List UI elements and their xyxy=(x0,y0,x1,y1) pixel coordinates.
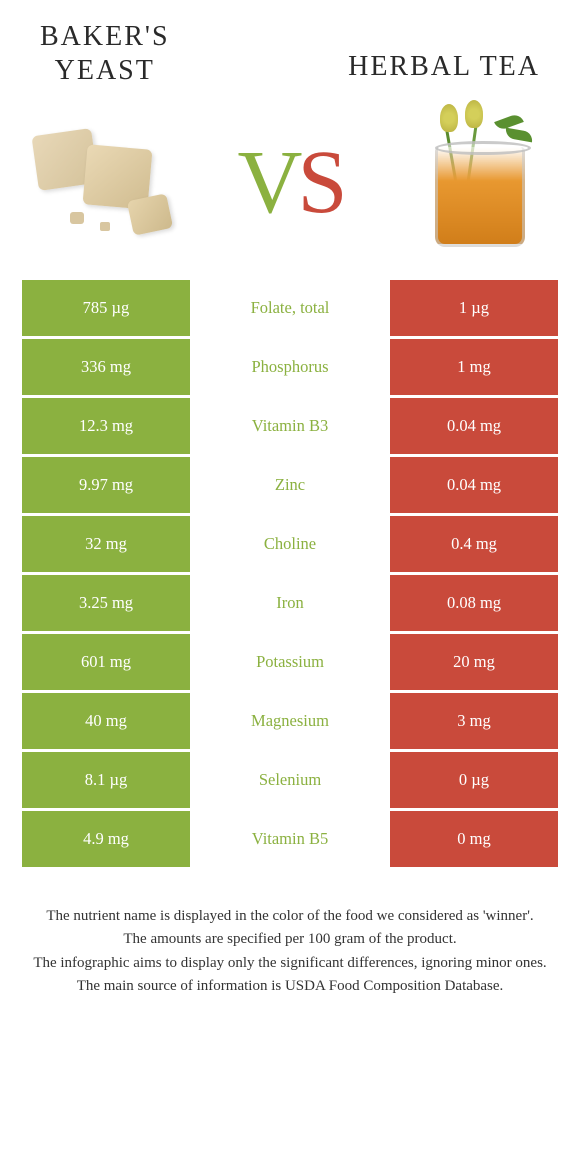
left-value: 4.9 mg xyxy=(22,811,190,867)
left-value: 336 mg xyxy=(22,339,190,395)
left-food-title: BAKER'S YEAST xyxy=(40,20,170,87)
vs-v: V xyxy=(237,133,297,232)
left-value: 12.3 mg xyxy=(22,398,190,454)
yeast-image xyxy=(30,112,190,252)
left-value: 32 mg xyxy=(22,516,190,572)
vs-label: VS xyxy=(237,131,342,234)
left-value: 8.1 µg xyxy=(22,752,190,808)
nutrient-label: Choline xyxy=(190,516,390,572)
vs-s: S xyxy=(297,133,342,232)
left-value: 40 mg xyxy=(22,693,190,749)
footer-notes: The nutrient name is displayed in the co… xyxy=(0,870,580,998)
right-value: 0.08 mg xyxy=(390,575,558,631)
table-row: 3.25 mgIron0.08 mg xyxy=(22,575,558,631)
right-value: 20 mg xyxy=(390,634,558,690)
right-value: 0.04 mg xyxy=(390,398,558,454)
table-row: 785 µgFolate, total1 µg xyxy=(22,280,558,336)
left-value: 9.97 mg xyxy=(22,457,190,513)
right-value: 0 mg xyxy=(390,811,558,867)
right-value: 0.04 mg xyxy=(390,457,558,513)
table-row: 4.9 mgVitamin B50 mg xyxy=(22,811,558,867)
table-row: 40 mgMagnesium3 mg xyxy=(22,693,558,749)
hero-row: VS xyxy=(0,97,580,272)
nutrient-label: Vitamin B5 xyxy=(190,811,390,867)
footer-line: The infographic aims to display only the… xyxy=(30,952,550,975)
table-row: 12.3 mgVitamin B30.04 mg xyxy=(22,398,558,454)
table-row: 32 mgCholine0.4 mg xyxy=(22,516,558,572)
nutrient-label: Selenium xyxy=(190,752,390,808)
nutrient-label: Zinc xyxy=(190,457,390,513)
right-value: 3 mg xyxy=(390,693,558,749)
header: BAKER'S YEAST HERBAL TEA xyxy=(0,0,580,97)
nutrient-label: Potassium xyxy=(190,634,390,690)
nutrient-label: Phosphorus xyxy=(190,339,390,395)
right-value: 1 µg xyxy=(390,280,558,336)
footer-line: The amounts are specified per 100 gram o… xyxy=(30,928,550,951)
right-food-title: HERBAL TEA xyxy=(348,20,540,87)
right-value: 1 mg xyxy=(390,339,558,395)
nutrient-table: 785 µgFolate, total1 µg336 mgPhosphorus1… xyxy=(22,280,558,867)
nutrient-label: Iron xyxy=(190,575,390,631)
nutrient-label: Vitamin B3 xyxy=(190,398,390,454)
herbal-tea-image xyxy=(390,112,550,252)
nutrient-label: Folate, total xyxy=(190,280,390,336)
table-row: 8.1 µgSelenium0 µg xyxy=(22,752,558,808)
footer-line: The main source of information is USDA F… xyxy=(30,975,550,998)
left-value: 3.25 mg xyxy=(22,575,190,631)
nutrient-label: Magnesium xyxy=(190,693,390,749)
footer-line: The nutrient name is displayed in the co… xyxy=(30,905,550,928)
right-value: 0.4 mg xyxy=(390,516,558,572)
left-value: 785 µg xyxy=(22,280,190,336)
table-row: 601 mgPotassium20 mg xyxy=(22,634,558,690)
left-value: 601 mg xyxy=(22,634,190,690)
table-row: 336 mgPhosphorus1 mg xyxy=(22,339,558,395)
table-row: 9.97 mgZinc0.04 mg xyxy=(22,457,558,513)
right-value: 0 µg xyxy=(390,752,558,808)
